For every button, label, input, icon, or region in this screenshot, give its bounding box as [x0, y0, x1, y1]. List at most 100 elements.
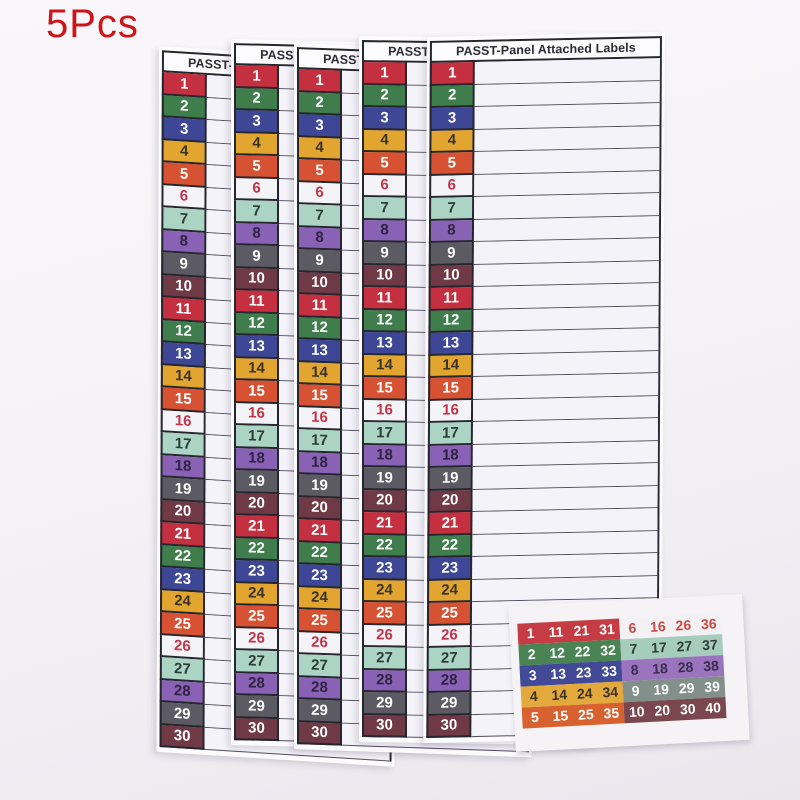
- label-number-cell: 19: [362, 467, 407, 491]
- color-band: 10 20 30 40: [623, 696, 727, 724]
- label-number-cell: 2: [362, 84, 407, 108]
- label-number-cell: 3: [297, 114, 342, 139]
- color-code-number: 20: [654, 701, 671, 719]
- label-number-cell: 28: [362, 669, 407, 693]
- label-number-cell: 17: [160, 432, 206, 458]
- label-number-cell: 20: [297, 496, 342, 521]
- label-number-cell: 22: [297, 541, 342, 566]
- label-number-cell: 30: [297, 721, 342, 746]
- color-code-number: 8: [630, 661, 639, 678]
- label-number-cell: 2: [429, 84, 475, 108]
- color-code-number: 18: [651, 659, 669, 677]
- label-number-cell: 14: [160, 364, 206, 390]
- color-code-number: 35: [603, 704, 620, 722]
- label-number-cell: 8: [297, 226, 342, 251]
- color-code-number: 33: [600, 662, 618, 680]
- label-number-cell: 4: [234, 132, 279, 157]
- label-number-cell: 7: [362, 197, 407, 221]
- label-number-cell: 20: [362, 489, 407, 513]
- label-number-cell: 27: [234, 650, 279, 674]
- label-number-cell: 14: [428, 354, 474, 378]
- label-number-cell: 21: [234, 515, 279, 539]
- color-code-grid: 1 11 21 31 6 16 26 36 2 12 22 32 7 17 27 37 3 13 23 33 8 18 28…: [517, 613, 727, 729]
- label-number-cell: 19: [427, 467, 473, 491]
- color-code-number: 2: [527, 645, 536, 663]
- color-code-number: 1: [526, 624, 535, 642]
- label-number-cell: 16: [362, 399, 407, 423]
- label-number-cell: 24: [427, 579, 473, 604]
- label-number-cell: 10: [161, 274, 207, 300]
- label-number-cell: 6: [161, 184, 207, 210]
- color-code-number: 15: [552, 707, 569, 725]
- label-number-cell: 23: [160, 567, 206, 593]
- label-number-cell: 15: [297, 384, 342, 409]
- label-number-cell: 21: [160, 522, 206, 548]
- label-number-cell: 5: [234, 155, 279, 179]
- color-code-number: 16: [649, 618, 667, 635]
- label-number-cell: 14: [297, 361, 342, 386]
- label-number-cell: 30: [362, 714, 407, 738]
- label-number-cell: 12: [297, 316, 342, 341]
- label-number-cell: 30: [234, 717, 279, 742]
- label-number-cell: 17: [362, 422, 407, 446]
- label-number-cell: 6: [362, 174, 407, 198]
- color-code-number: 7: [629, 640, 638, 657]
- label-number-cell: 3: [161, 117, 207, 143]
- label-number-cell: 11: [234, 290, 279, 314]
- label-number-cell: 14: [234, 357, 279, 382]
- label-number-cell: 22: [234, 537, 279, 562]
- label-number-cell: 12: [234, 312, 279, 337]
- label-number-cell: 18: [234, 447, 279, 472]
- label-number-cell: 7: [161, 207, 207, 233]
- color-code-number: 3: [528, 666, 538, 684]
- label-number-cell: 26: [297, 631, 342, 656]
- color-code-number: 27: [676, 637, 693, 655]
- label-number-cell: 30: [159, 724, 205, 750]
- color-code-number: 10: [628, 703, 645, 721]
- label-number-cell: 18: [160, 454, 206, 480]
- label-number-cell: 12: [362, 309, 407, 333]
- color-code-number: 13: [549, 665, 567, 683]
- label-number-cell: 3: [234, 110, 279, 134]
- label-number-cell: 7: [234, 200, 279, 224]
- label-number-cell: 24: [362, 579, 407, 603]
- label-number-cell: 19: [160, 477, 206, 503]
- label-number-cell: 29: [362, 692, 407, 716]
- label-number-cell: 30: [426, 714, 472, 739]
- label-number-cell: 14: [362, 354, 407, 378]
- sheet-title: PASST-Panel Attached Labels: [455, 40, 636, 59]
- label-number-cell: 7: [429, 197, 475, 221]
- label-number-cell: 9: [234, 245, 279, 269]
- label-number-cell: 1: [234, 65, 279, 89]
- label-number-cell: 22: [160, 544, 206, 570]
- color-code-number: 23: [575, 663, 592, 681]
- label-number-cell: 25: [362, 602, 407, 626]
- color-code-number: 39: [703, 678, 721, 696]
- label-number-cell: 18: [297, 451, 342, 476]
- label-number-cell: 4: [362, 129, 407, 153]
- label-number-cell: 22: [427, 534, 473, 559]
- label-number-cell: 23: [297, 564, 342, 589]
- label-number-cell: 19: [297, 474, 342, 499]
- label-number-cell: 2: [234, 87, 279, 112]
- label-number-cell: 2: [297, 91, 342, 116]
- label-number-cell: 26: [362, 624, 407, 648]
- label-number-cell: 4: [429, 129, 475, 153]
- label-number-cell: 12: [428, 309, 474, 333]
- label-number-cell: 16: [160, 409, 206, 435]
- label-number-cell: 5: [161, 162, 207, 188]
- color-code-number: 6: [628, 619, 637, 636]
- label-number-cell: 24: [160, 589, 206, 615]
- label-number-cell: 20: [427, 489, 473, 513]
- label-number-cell: 11: [428, 287, 474, 311]
- label-number-cell: 13: [297, 339, 342, 364]
- color-code-number: 4: [529, 687, 539, 705]
- label-number-cell: 4: [161, 139, 207, 165]
- color-code-number: 22: [574, 643, 591, 660]
- label-number-cell: 17: [234, 425, 279, 449]
- label-number-cell: 27: [426, 647, 472, 671]
- label-number-cell: 15: [234, 380, 279, 404]
- label-number-cell: 24: [297, 586, 342, 611]
- label-number-cell: 6: [234, 177, 279, 202]
- label-number-cell: 9: [362, 242, 407, 266]
